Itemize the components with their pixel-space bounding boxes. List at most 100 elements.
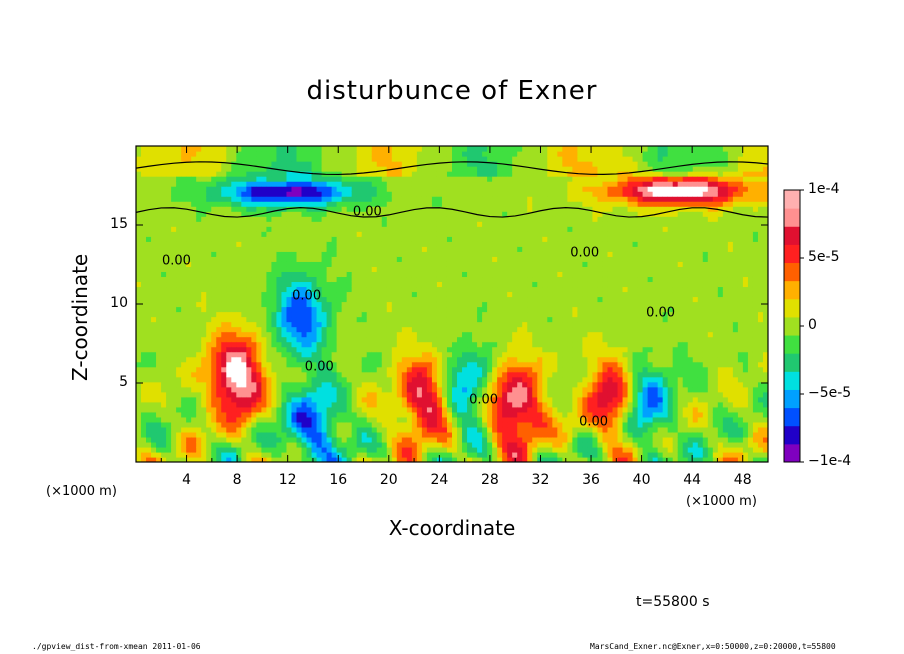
heatmap-cell [396,316,403,323]
heatmap-cell [231,311,237,318]
heatmap-cell [156,411,162,418]
heatmap-cell [241,416,247,423]
heatmap-cell [477,301,483,308]
heatmap-cell [376,286,383,293]
heatmap-cell [446,451,453,458]
heatmap-cell [452,301,458,308]
heatmap-cell [381,401,388,408]
heatmap-cell [522,201,528,207]
heatmap-cell [176,241,182,247]
heatmap-cell [446,231,453,237]
heatmap-cell [321,186,328,192]
heatmap-cell [251,411,257,418]
heatmap-cell [331,366,338,373]
heatmap-cell [361,246,368,252]
heatmap-cell [431,446,438,453]
heatmap-cell [326,191,333,197]
heatmap-cell [171,376,177,383]
heatmap-cell [156,211,162,217]
heatmap-cell [241,336,247,343]
heatmap-cell [446,146,453,152]
heatmap-cell [266,171,273,177]
heatmap-cell [311,266,318,272]
heatmap-cell [462,261,468,267]
heatmap-cell [517,181,523,187]
heatmap-cell [497,431,503,438]
heatmap-cell [306,251,313,257]
heatmap-cell [457,271,463,278]
heatmap-cell [306,151,313,157]
heatmap-cell [166,216,172,222]
heatmap-cell [271,331,278,338]
heatmap-cell [306,431,313,438]
heatmap-cell [166,146,172,152]
heatmap-cell [171,311,177,318]
heatmap-cell [381,391,388,398]
heatmap-cell [136,231,142,237]
heatmap-cell [326,341,333,348]
heatmap-cell [452,356,458,363]
heatmap-cell [517,336,523,343]
heatmap-cell [201,181,207,187]
heatmap-cell [301,306,308,313]
heatmap-cell [281,456,288,462]
heatmap-cell [467,236,473,242]
heatmap-cell [371,241,378,247]
heatmap-cell [497,411,503,418]
heatmap-cell [416,301,423,308]
heatmap-cell [311,391,318,398]
heatmap-cell [406,311,413,318]
heatmap-cell [196,251,202,257]
heatmap-cell [376,271,383,278]
heatmap-cell [477,266,483,272]
heatmap-cell [467,421,473,428]
heatmap-cell [171,211,177,217]
heatmap-cell [171,191,177,197]
heatmap-cell [401,201,408,207]
heatmap-cell [296,176,303,182]
heatmap-cell [141,271,147,278]
heatmap-cell [512,226,518,232]
heatmap-cell [336,351,343,358]
heatmap-cell [321,401,328,408]
heatmap-cell [191,406,197,413]
heatmap-cell [411,216,418,222]
heatmap-cell [492,216,498,222]
heatmap-cell [256,406,262,413]
heatmap-cell [256,411,262,418]
heatmap-cell [411,166,418,172]
heatmap-cell [421,406,428,413]
heatmap-cell [296,416,303,423]
heatmap-cell [316,356,323,363]
heatmap-cell [512,411,518,418]
heatmap-cell [206,166,212,172]
heatmap-cell [457,326,463,333]
heatmap-cell [462,371,468,378]
heatmap-cell [436,431,443,438]
heatmap-cell [356,261,363,267]
heatmap-cell [356,446,363,453]
heatmap-cell [457,191,463,197]
heatmap-cell [366,446,373,453]
heatmap-cell [487,291,493,298]
heatmap-cell [161,231,167,237]
heatmap-cell [441,246,448,252]
heatmap-cell [431,271,438,278]
heatmap-cell [487,321,493,328]
heatmap-cell [376,171,383,177]
heatmap-cell [502,196,508,202]
heatmap-cell [386,376,393,383]
heatmap-cell [186,191,192,197]
heatmap-cell [452,181,458,187]
heatmap-cell [136,296,142,303]
heatmap-cell [431,216,438,222]
heatmap-cell [502,331,508,338]
heatmap-cell [156,371,162,378]
heatmap-cell [186,246,192,252]
heatmap-cell [181,366,187,373]
heatmap-cell [436,151,443,157]
heatmap-cell [512,201,518,207]
heatmap-cell [261,286,268,293]
heatmap-cell [441,436,448,443]
heatmap-cell [146,206,152,212]
